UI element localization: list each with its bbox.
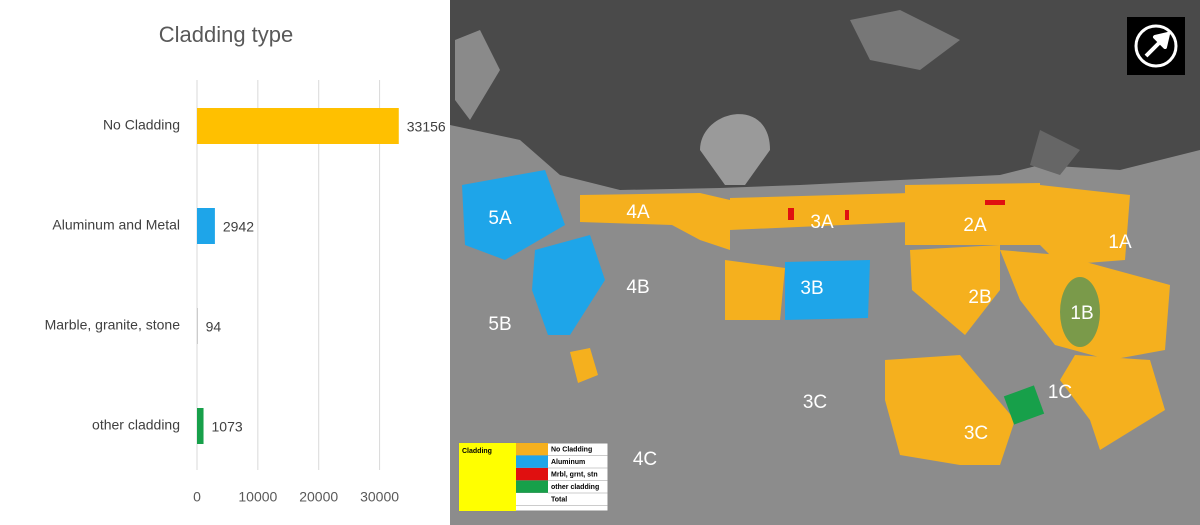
bar-chart: 0 10000 20000 30000 No Cladding 33156 Aluminum… xyxy=(45,80,446,505)
palm-island xyxy=(455,30,500,120)
chart-panel xyxy=(0,0,448,525)
zone-label: 3C xyxy=(964,423,988,444)
y-tick-label: No Cladding xyxy=(103,117,180,133)
zone-label: 3B xyxy=(800,278,823,299)
islands xyxy=(850,10,960,70)
value-label: 2942 xyxy=(223,219,254,235)
zone-area xyxy=(885,355,1015,465)
bar xyxy=(197,208,215,244)
legend-swatch xyxy=(516,480,548,493)
green-area xyxy=(1003,385,1045,425)
button-ring xyxy=(1134,24,1178,68)
zone-label: 2A xyxy=(963,215,987,236)
bar xyxy=(197,108,399,144)
zone-label: 1C xyxy=(1048,382,1072,403)
map-legend: Cladding No Cladding Aluminum Mrbl, grnt, … xyxy=(458,442,609,512)
x-tick-label: 20000 xyxy=(299,489,338,505)
zone-labels: 5A 4A 3A 2A 1A 4B 3B 2B 1B 5B 3C 1C 3C 4… xyxy=(488,202,1132,470)
zone-area xyxy=(730,193,910,230)
zone-label: 5A xyxy=(488,208,512,229)
zone-area xyxy=(725,260,785,320)
zone-label: 5B xyxy=(488,314,511,335)
value-label: 33156 xyxy=(407,119,446,135)
zone-area xyxy=(570,348,598,383)
zone-area xyxy=(532,235,605,335)
green-area xyxy=(1060,277,1100,347)
y-tick-label: Aluminum and Metal xyxy=(52,217,180,233)
legend-swatch xyxy=(516,455,548,468)
bar xyxy=(197,408,204,444)
legend-label: other cladding xyxy=(551,484,599,491)
map: 5A 4A 3A 2A 1A 4B 3B 2B 1B 5B 3C 1C 3C 4… xyxy=(450,0,1200,525)
zone-area xyxy=(462,170,565,260)
bar xyxy=(197,308,198,344)
x-tick-label: 30000 xyxy=(360,489,399,505)
zone-label: 1A xyxy=(1108,232,1132,253)
y-tick-label: Marble, granite, stone xyxy=(45,317,181,333)
legend-title-cell xyxy=(459,443,516,511)
zone-area xyxy=(905,183,1040,245)
navigate-button[interactable] xyxy=(1127,17,1185,75)
legend-swatch xyxy=(516,468,548,481)
zone-area xyxy=(1035,185,1130,265)
zone-area xyxy=(1060,355,1165,450)
arrow-icon xyxy=(1144,32,1170,58)
zone-area xyxy=(785,260,870,320)
zone-label: 2B xyxy=(968,287,991,308)
marina xyxy=(1030,130,1080,175)
value-label: 1073 xyxy=(212,419,243,435)
red-plot xyxy=(788,208,794,220)
x-tick-label: 10000 xyxy=(238,489,277,505)
red-plot xyxy=(845,210,849,220)
zone-label: 4B xyxy=(626,277,649,298)
x-tick-label: 0 xyxy=(193,489,201,505)
y-tick-label: other cladding xyxy=(92,417,180,433)
legend-swatch xyxy=(516,443,548,456)
zone-label: 1B xyxy=(1070,303,1093,324)
legend-label: Mrbl, grnt, stn xyxy=(551,471,598,478)
legend-label: Total xyxy=(551,496,567,503)
zone-label: 3A xyxy=(810,212,834,233)
value-label: 94 xyxy=(206,319,222,335)
legend-label: Aluminum xyxy=(551,459,585,466)
zone-area xyxy=(910,245,1000,335)
zone-label: 4A xyxy=(626,202,650,223)
chart-title: Cladding type xyxy=(159,22,294,47)
zone-label: 4C xyxy=(633,449,657,470)
legend-title: Cladding xyxy=(462,448,492,455)
red-plot xyxy=(985,200,1005,205)
zone-area xyxy=(580,193,730,250)
legend-swatch xyxy=(516,493,548,506)
legend-label: No Cladding xyxy=(551,446,592,453)
palm-island xyxy=(700,114,770,185)
zone-label: 3C xyxy=(803,392,827,413)
